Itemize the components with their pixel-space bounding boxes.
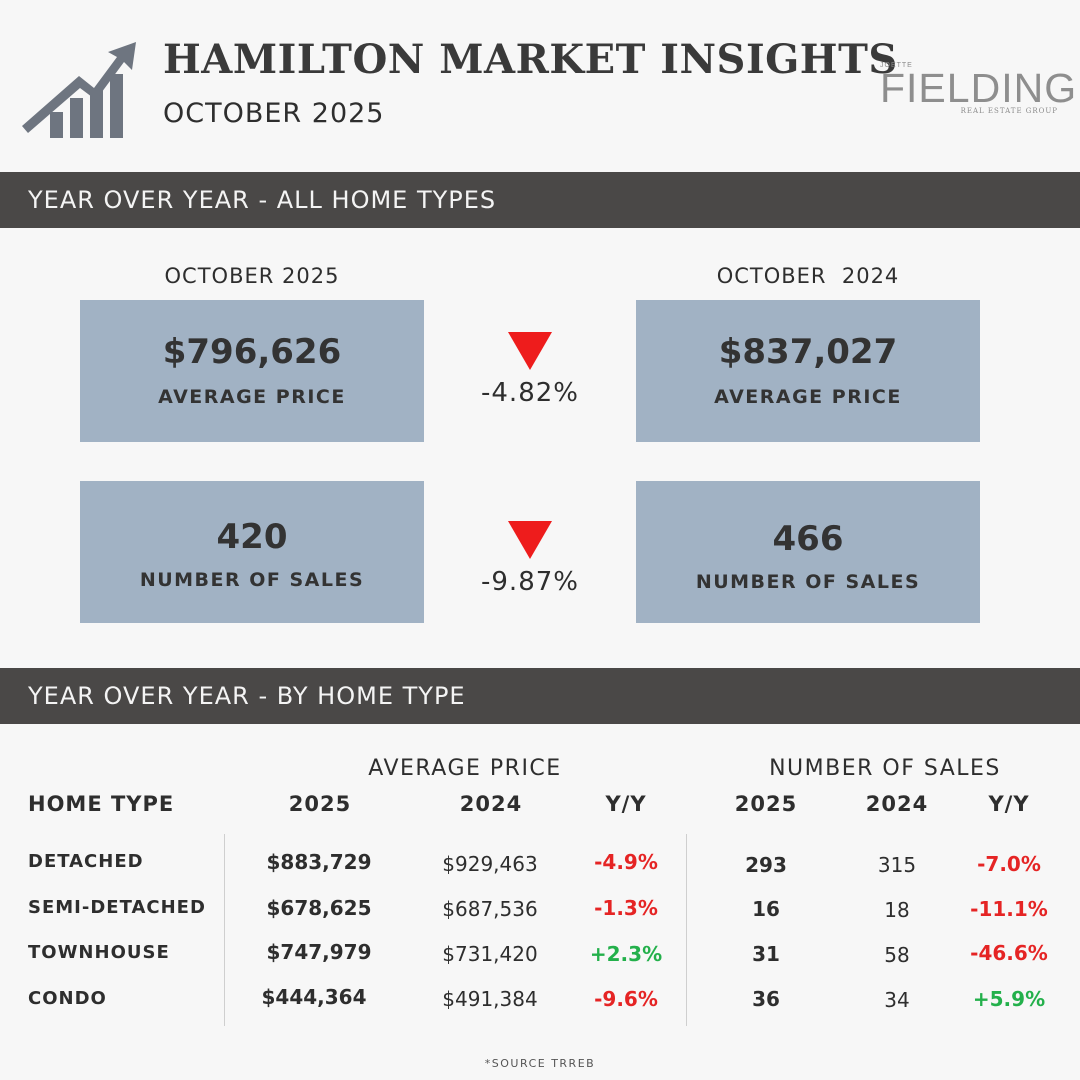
- avg-price-change-value: -4.82%: [481, 378, 579, 408]
- down-arrow-icon: [508, 521, 552, 559]
- table-cell: 31: [752, 942, 780, 966]
- avg-price-change: -4.82%: [470, 332, 590, 408]
- table-divider: [224, 834, 225, 1026]
- avg-price-previous-card: $837,027 AVERAGE PRICE: [636, 300, 980, 442]
- avg-price-current-card: $796,626 AVERAGE PRICE: [80, 300, 424, 442]
- sales-current-card: 420 NUMBER OF SALES: [80, 481, 424, 623]
- column-header-sales-2025: 2025: [734, 792, 798, 816]
- table-cell: $444,364: [261, 985, 367, 1009]
- avg-price-group-heading: AVERAGE PRICE: [368, 756, 562, 781]
- table-cell: 18: [884, 898, 910, 922]
- sales-previous-value: 466: [772, 519, 844, 559]
- table-cell: -7.0%: [977, 852, 1041, 876]
- table-cell: 36: [752, 987, 780, 1011]
- table-cell: $491,384: [442, 987, 538, 1011]
- table-cell: 293: [745, 853, 787, 877]
- table-cell: +2.3%: [589, 942, 663, 966]
- column-header-price-2025: 2025: [288, 792, 352, 816]
- table-divider: [686, 834, 687, 1026]
- sales-current-label: NUMBER OF SALES: [139, 569, 365, 591]
- logo-bottom-text: REAL ESTATE GROUP: [960, 107, 1058, 115]
- trending-chart-icon: [22, 42, 136, 138]
- logo-main-text: FIELDING: [880, 65, 1078, 111]
- row-label-detached: DETACHED: [28, 851, 144, 872]
- sales-change-value: -9.87%: [481, 567, 579, 597]
- table-cell: 34: [884, 988, 910, 1012]
- column-header-sales-yy: Y/Y: [988, 792, 1030, 816]
- previous-period-label: OCTOBER 2024: [716, 264, 900, 288]
- avg-price-previous-label: AVERAGE PRICE: [714, 386, 902, 408]
- table-cell: $731,420: [442, 942, 538, 966]
- avg-price-previous-value: $837,027: [718, 332, 898, 372]
- sales-previous-label: NUMBER OF SALES: [695, 571, 921, 593]
- page-title: HAMILTON MARKET INSIGHTS: [163, 36, 898, 83]
- column-header-price-2024: 2024: [459, 792, 523, 816]
- table-cell: 16: [752, 897, 780, 921]
- logo-top-text: JOETTE: [880, 62, 913, 69]
- avg-price-current-value: $796,626: [162, 332, 342, 372]
- table-cell: 58: [884, 943, 910, 967]
- sales-current-value: 420: [216, 517, 288, 557]
- column-header-home-type: HOME TYPE: [28, 792, 175, 816]
- section-heading-by-type: YEAR OVER YEAR - BY HOME TYPE: [0, 668, 1080, 724]
- column-header-sales-2024: 2024: [865, 792, 929, 816]
- sales-group-heading: NUMBER OF SALES: [769, 756, 1001, 781]
- section-heading-all-types: YEAR OVER YEAR - ALL HOME TYPES: [0, 172, 1080, 228]
- current-period-label: OCTOBER 2025: [164, 264, 340, 288]
- brand-logo: JOETTE FIELDING REAL ESTATE GROUP: [878, 62, 1076, 120]
- table-cell: -46.6%: [970, 941, 1048, 965]
- table-cell: -9.6%: [594, 987, 658, 1011]
- sales-change: -9.87%: [470, 521, 590, 597]
- table-cell: -11.1%: [970, 897, 1048, 921]
- table-cell: $687,536: [442, 897, 538, 921]
- column-header-price-yy: Y/Y: [605, 792, 647, 816]
- table-cell: $747,979: [266, 940, 372, 964]
- page-subtitle: OCTOBER 2025: [163, 98, 385, 129]
- table-cell: 315: [877, 853, 917, 877]
- table-cell: -1.3%: [594, 896, 658, 920]
- avg-price-current-label: AVERAGE PRICE: [158, 386, 346, 408]
- row-label-semi-detached: SEMI-DETACHED: [28, 897, 206, 918]
- sales-previous-card: 466 NUMBER OF SALES: [636, 481, 980, 623]
- table-cell: $929,463: [442, 852, 538, 876]
- row-label-townhouse: TOWNHOUSE: [28, 942, 170, 963]
- table-cell: -4.9%: [594, 850, 658, 874]
- down-arrow-icon: [508, 332, 552, 370]
- row-label-condo: CONDO: [28, 988, 107, 1009]
- table-cell: +5.9%: [972, 987, 1046, 1011]
- table-cell: $678,625: [266, 896, 372, 920]
- table-cell: $883,729: [266, 850, 372, 874]
- source-note: *SOURCE TRREB: [484, 1057, 596, 1070]
